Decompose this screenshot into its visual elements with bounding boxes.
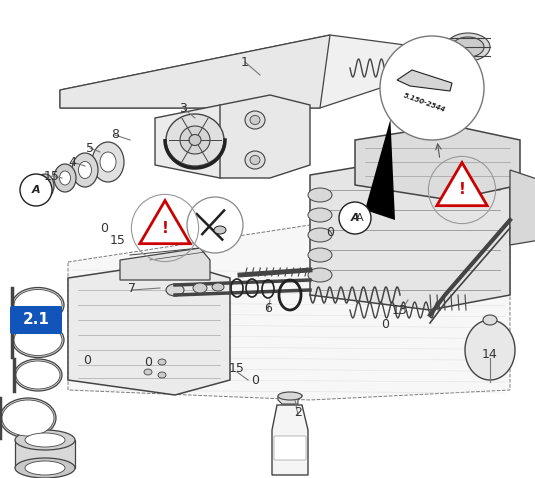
Ellipse shape [158, 372, 166, 378]
Polygon shape [355, 125, 520, 200]
Text: 1: 1 [241, 55, 249, 68]
Ellipse shape [92, 142, 124, 182]
Polygon shape [310, 155, 510, 310]
Circle shape [380, 36, 484, 140]
Text: A: A [32, 185, 40, 195]
Text: 0: 0 [251, 373, 259, 387]
Ellipse shape [250, 155, 260, 164]
Ellipse shape [483, 315, 497, 325]
Ellipse shape [250, 116, 260, 124]
Ellipse shape [308, 248, 332, 262]
Text: 0: 0 [83, 354, 91, 367]
Ellipse shape [452, 37, 484, 57]
Text: 2.1: 2.1 [22, 313, 49, 327]
Ellipse shape [14, 325, 62, 356]
Polygon shape [140, 201, 190, 244]
Ellipse shape [446, 33, 490, 61]
Polygon shape [155, 105, 260, 178]
Polygon shape [220, 95, 310, 178]
Ellipse shape [278, 392, 302, 400]
Polygon shape [120, 248, 210, 280]
Ellipse shape [2, 400, 54, 436]
Polygon shape [510, 170, 535, 245]
Polygon shape [365, 119, 395, 220]
Text: A: A [350, 213, 360, 223]
Ellipse shape [54, 164, 76, 192]
Ellipse shape [12, 287, 64, 323]
Text: 6: 6 [264, 302, 272, 315]
Circle shape [339, 202, 371, 234]
Ellipse shape [79, 162, 91, 178]
Ellipse shape [100, 152, 116, 172]
Polygon shape [437, 163, 487, 206]
Polygon shape [60, 35, 480, 108]
Text: 5: 5 [86, 141, 94, 154]
Ellipse shape [180, 126, 210, 154]
Text: 15: 15 [229, 361, 245, 374]
Text: 13: 13 [392, 304, 408, 316]
Text: 14: 14 [482, 348, 498, 361]
Text: 0: 0 [381, 318, 389, 332]
Ellipse shape [193, 283, 207, 293]
Ellipse shape [245, 111, 265, 129]
Ellipse shape [308, 268, 332, 282]
Ellipse shape [308, 208, 332, 222]
Text: 5.150-2544: 5.150-2544 [402, 93, 446, 113]
Polygon shape [15, 440, 75, 468]
Ellipse shape [12, 323, 64, 358]
Ellipse shape [158, 359, 166, 365]
Ellipse shape [15, 430, 75, 450]
Polygon shape [60, 35, 330, 108]
Polygon shape [68, 225, 510, 400]
Text: 0: 0 [144, 356, 152, 369]
Ellipse shape [72, 153, 98, 187]
Polygon shape [397, 70, 452, 91]
Text: 8: 8 [111, 129, 119, 141]
Ellipse shape [16, 361, 60, 389]
Text: 3: 3 [179, 101, 187, 115]
Text: 0: 0 [100, 221, 108, 235]
Polygon shape [272, 405, 308, 475]
Ellipse shape [0, 398, 56, 438]
Ellipse shape [25, 461, 65, 475]
Ellipse shape [144, 369, 152, 375]
Polygon shape [278, 395, 302, 404]
Text: 4: 4 [68, 155, 76, 169]
Ellipse shape [214, 226, 226, 234]
Text: 15: 15 [110, 233, 126, 247]
FancyBboxPatch shape [10, 306, 62, 334]
Ellipse shape [36, 174, 54, 198]
Text: 15: 15 [44, 170, 60, 183]
Ellipse shape [15, 458, 75, 478]
Ellipse shape [308, 228, 332, 242]
Text: 0: 0 [326, 226, 334, 239]
Polygon shape [68, 262, 230, 395]
Text: A: A [356, 213, 364, 223]
Ellipse shape [166, 114, 224, 166]
Text: !: ! [162, 220, 169, 236]
Ellipse shape [245, 151, 265, 169]
Text: 7: 7 [128, 282, 136, 294]
Circle shape [20, 174, 52, 206]
Polygon shape [465, 320, 515, 380]
Circle shape [187, 197, 243, 253]
Ellipse shape [25, 433, 65, 447]
Text: 2: 2 [294, 405, 302, 419]
Ellipse shape [14, 290, 62, 321]
Ellipse shape [41, 180, 50, 192]
Ellipse shape [189, 134, 201, 145]
Ellipse shape [14, 359, 62, 391]
FancyBboxPatch shape [274, 436, 306, 460]
Ellipse shape [59, 171, 71, 185]
Text: !: ! [458, 183, 465, 197]
Ellipse shape [166, 284, 184, 296]
Ellipse shape [212, 283, 224, 291]
Ellipse shape [308, 188, 332, 202]
